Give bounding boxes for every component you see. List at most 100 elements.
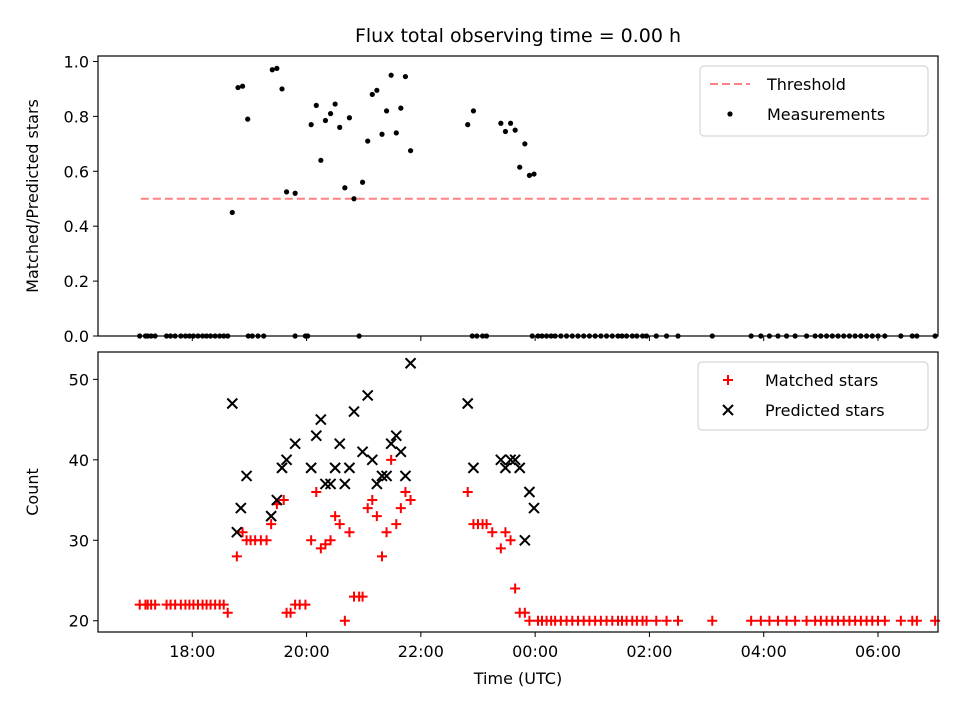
y-tick-label: 40 (69, 451, 89, 470)
data-point (240, 470, 253, 482)
data-point (502, 128, 509, 135)
data-point (310, 429, 322, 442)
data-point (311, 487, 322, 497)
data-point (524, 615, 535, 626)
data-point (377, 551, 387, 562)
data-point (318, 157, 324, 163)
data-point (507, 120, 514, 126)
y-tick-label: 0.4 (64, 217, 89, 236)
legend-label: Predicted stars (765, 401, 885, 420)
data-point (399, 470, 412, 482)
data-point (651, 615, 662, 626)
data-point (371, 511, 382, 522)
data-point (339, 478, 351, 490)
data-point (279, 86, 285, 92)
data-point (231, 526, 243, 538)
data-point (405, 495, 416, 506)
data-point (308, 122, 314, 128)
data-point (285, 607, 296, 618)
data-point (320, 539, 331, 550)
y-axis-label: Matched/Predicted stars (23, 99, 42, 293)
legend-dot-swatch (727, 111, 733, 117)
data-point (292, 190, 298, 196)
data-point (481, 519, 492, 530)
axes-frame (97, 55, 939, 337)
data-point (226, 397, 238, 410)
legend-plus-swatch (723, 375, 733, 385)
data-point (369, 91, 375, 98)
x-tick-label: 02:00 (626, 642, 672, 661)
data-point (523, 486, 536, 498)
data-point (300, 599, 311, 610)
legend-label: Measurements (767, 105, 885, 124)
data-point (237, 527, 248, 538)
data-point (509, 454, 521, 466)
data-point (278, 495, 289, 506)
data-point (495, 454, 507, 466)
data-point (641, 615, 652, 626)
data-point (289, 438, 301, 450)
top-panel: 0.0 0.2 0.4 0.6 0.8 1.0 Matched/Predicted star… (23, 25, 939, 346)
data-point (395, 446, 407, 458)
x-axis-label: Time (UTC) (473, 669, 562, 688)
data-point (367, 495, 378, 506)
data-point (327, 111, 334, 117)
data-point (283, 189, 290, 195)
data-point (344, 527, 355, 538)
data-point (895, 615, 906, 626)
data-point (346, 115, 353, 121)
data-point (339, 615, 350, 626)
data-point (499, 462, 512, 474)
data-point (673, 615, 683, 626)
data-point (334, 438, 346, 450)
data-point (467, 462, 480, 474)
data-point (801, 615, 812, 626)
legend-label: Threshold (766, 75, 846, 94)
data-point (274, 65, 280, 71)
data-point (495, 543, 506, 554)
data-point (402, 73, 409, 80)
x-tick-label: 18:00 (169, 642, 215, 661)
data-point (746, 615, 757, 626)
data-point (400, 487, 411, 497)
data-point (395, 503, 406, 514)
data-point (790, 615, 801, 626)
data-point (150, 599, 161, 610)
data-point (366, 454, 378, 466)
data-point (781, 615, 792, 626)
legend-frame (699, 65, 929, 137)
data-point (359, 179, 366, 185)
data-point (930, 615, 941, 626)
data-point (313, 102, 319, 109)
data-point (374, 87, 380, 93)
y-tick-label: 0.2 (64, 272, 89, 291)
data-point (231, 551, 242, 562)
data-point (280, 454, 293, 466)
data-point (271, 494, 283, 506)
data-point (365, 138, 371, 144)
data-point (522, 141, 528, 147)
data-point (470, 108, 477, 114)
data-point (356, 446, 369, 458)
data-point (504, 454, 517, 466)
data-point (512, 127, 518, 133)
data-point (362, 389, 374, 402)
data-point (487, 527, 498, 538)
data-point (510, 583, 521, 594)
data-point (879, 615, 890, 626)
data-point (229, 209, 235, 216)
data-point (390, 429, 402, 442)
data-point (381, 527, 392, 538)
series-predicted-stars (226, 357, 540, 546)
y-tick-label: 1.0 (64, 52, 89, 71)
data-point (498, 120, 504, 126)
data-point (519, 534, 531, 546)
data-point (379, 131, 385, 137)
data-point (764, 615, 775, 626)
data-point (531, 171, 537, 177)
legend-frame (697, 361, 929, 431)
data-point (235, 502, 247, 514)
x-tick-label: 20:00 (284, 642, 330, 661)
y-tick-label: 20 (69, 612, 89, 631)
data-point (362, 503, 373, 514)
